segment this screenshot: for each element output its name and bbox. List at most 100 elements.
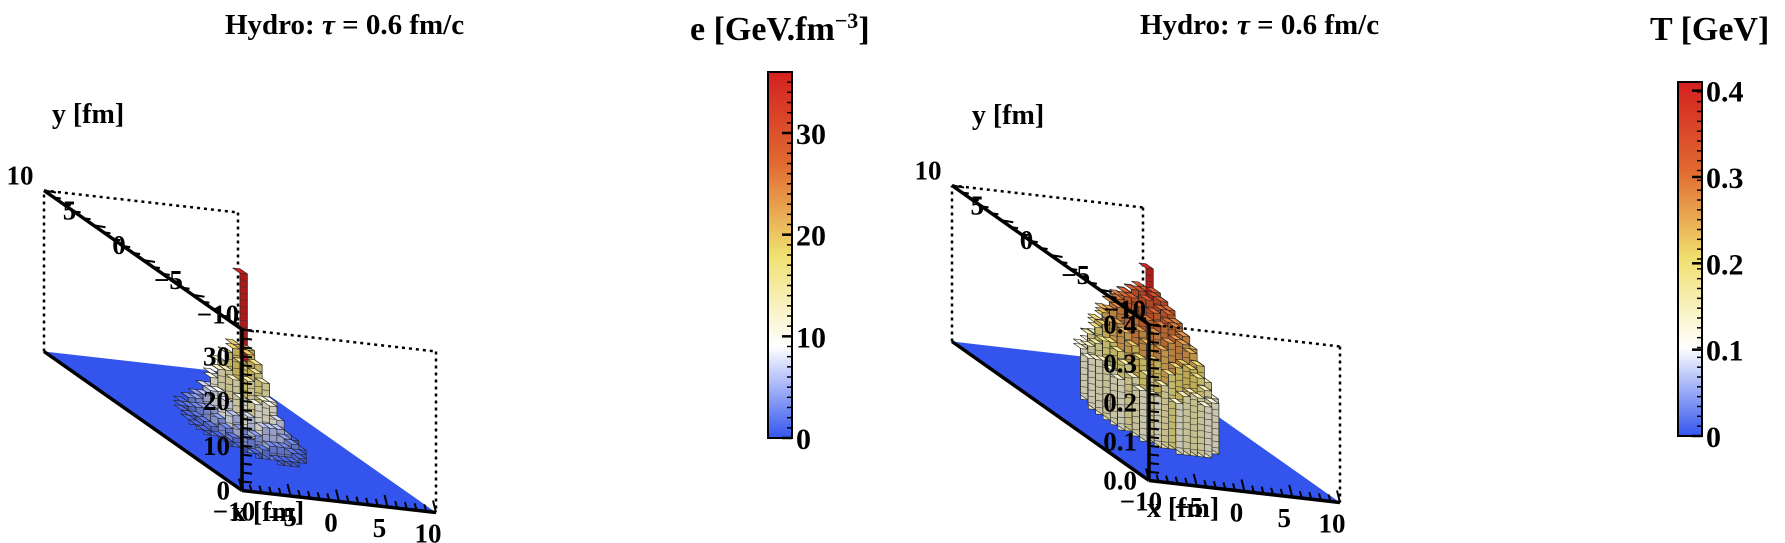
colorbar: 0 0.1 0.2 0.3 0.4 T [GeV] xyxy=(1650,11,1769,454)
bar-top-face xyxy=(1087,321,1103,329)
box-edge xyxy=(1148,470,1160,474)
box-edge xyxy=(83,217,91,221)
bar-slab-line xyxy=(1117,371,1125,373)
bar-slab-line xyxy=(1168,387,1176,390)
bar-top-face xyxy=(255,444,271,451)
bar-slab-line xyxy=(1117,391,1126,393)
bar-top-face xyxy=(1138,294,1154,302)
bar-slab-line xyxy=(1125,397,1133,399)
bar-slab-line xyxy=(1190,387,1198,390)
bar-top-face xyxy=(1197,400,1213,408)
box-edge xyxy=(306,490,311,499)
bar-slab-line xyxy=(1110,335,1118,337)
box-edge xyxy=(1298,490,1303,499)
bar-slab-line xyxy=(240,279,248,282)
bar-slab-line xyxy=(1080,367,1088,369)
bar-slab-line xyxy=(1197,430,1205,432)
colorbar-tick-label: 10 xyxy=(796,321,826,354)
box-edge xyxy=(1148,340,1160,344)
energy-density-panel: Hydro: τ = 0.6 fm/c −10 −5 0 5 10 −10−50510 … xyxy=(7,8,870,543)
bar-top-face xyxy=(218,435,234,443)
bar-slab-line xyxy=(1161,391,1169,393)
bar-slab-line xyxy=(218,429,226,432)
bar-top-face xyxy=(225,432,241,439)
box-edge xyxy=(316,492,321,500)
bar-slab-line xyxy=(1139,343,1147,345)
bar-slab-line xyxy=(255,410,263,412)
z-tick-label: 0.0 xyxy=(1103,466,1137,496)
bar-slab-line xyxy=(1197,443,1205,445)
bar-slab-line xyxy=(262,421,270,423)
y-tick-label: 10 xyxy=(915,156,942,186)
bar-top-face xyxy=(1116,290,1132,298)
box-edge xyxy=(241,453,253,457)
bar-top-face xyxy=(1189,360,1205,367)
bar-top-face xyxy=(181,400,197,408)
bar-top-face xyxy=(1204,397,1220,404)
bar-side-face xyxy=(1095,354,1104,416)
bar-stack xyxy=(1168,397,1184,456)
box-edge xyxy=(238,478,243,491)
colorbar-tick-label: 0 xyxy=(1706,421,1721,454)
box-edge xyxy=(113,238,121,242)
bar-top-face xyxy=(1095,335,1111,342)
box-edge xyxy=(241,364,253,368)
bar-top-face xyxy=(1088,353,1104,361)
bar-top-face xyxy=(1072,338,1088,346)
bar-top-face xyxy=(232,267,248,275)
x-tick-label: −5 xyxy=(268,502,297,532)
box-edge xyxy=(241,471,253,475)
bar-slab-line xyxy=(1168,361,1176,363)
bar-slab-line xyxy=(218,411,226,413)
bar-top-face xyxy=(247,358,263,366)
bar-slab-line xyxy=(1204,396,1212,398)
box-edge xyxy=(268,486,273,495)
bar-slab-line xyxy=(1176,428,1184,430)
bar-slab-line xyxy=(1153,318,1161,321)
bar-slab-line xyxy=(1168,441,1176,443)
box-edge xyxy=(1001,219,1014,224)
x-axis-ticks: −10 −5 0 5 10 xyxy=(1120,468,1346,539)
bar-slab-line xyxy=(1153,339,1162,341)
bar-slab-line xyxy=(1176,409,1184,411)
box-edge xyxy=(1148,349,1160,353)
bar-slab-line xyxy=(1197,417,1205,419)
bar-slab-line xyxy=(247,422,256,425)
x-tick-label: 5 xyxy=(1278,503,1292,533)
bar-slab-line xyxy=(203,413,211,415)
box-edge xyxy=(212,307,220,311)
bar-slab-line xyxy=(1175,398,1184,401)
box-edge xyxy=(1010,226,1019,230)
box-edge xyxy=(1251,485,1256,493)
bar-top-face xyxy=(1094,302,1110,310)
bar-slab-line xyxy=(1154,440,1162,442)
bar-top-face xyxy=(1116,286,1132,294)
bar-slab-line xyxy=(1124,321,1132,324)
bar-slab-line xyxy=(240,319,248,322)
bar-slab-line xyxy=(1139,396,1148,398)
bar-top-face xyxy=(1124,371,1140,379)
bar-slab-line xyxy=(1117,416,1126,419)
bar-slab-line xyxy=(1146,306,1154,308)
bar-slab-line xyxy=(1103,412,1111,414)
bar-slab-line xyxy=(1197,423,1205,425)
bar-top-face xyxy=(188,388,204,395)
bar-slab-line xyxy=(255,441,263,443)
bar-top-face xyxy=(195,402,211,409)
bar-slab-line xyxy=(1168,428,1176,430)
bar-stack xyxy=(284,456,300,468)
bar-slab-line xyxy=(1132,422,1140,424)
bar-top-face xyxy=(188,401,204,409)
bar-slab-line xyxy=(1110,328,1118,330)
bar-stack xyxy=(1110,373,1126,432)
bar-slab-line xyxy=(1095,386,1103,388)
bar-slab-line xyxy=(1125,370,1133,372)
box-edge xyxy=(142,259,156,263)
bar-top-face xyxy=(1146,307,1162,315)
x-tick-label: −10 xyxy=(1120,487,1162,517)
bar-slab-line xyxy=(1154,421,1162,423)
bar-top-face xyxy=(1109,293,1125,301)
bar-top-face xyxy=(1109,289,1125,296)
bar-slab-line xyxy=(1175,379,1184,382)
